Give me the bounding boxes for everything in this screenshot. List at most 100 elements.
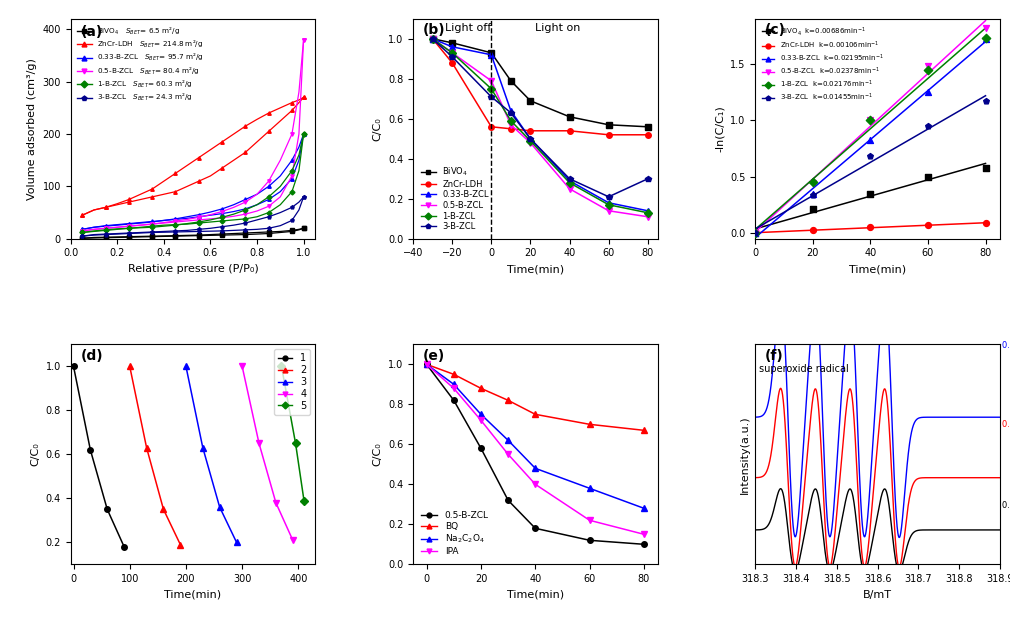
3 (230, 539, 242, 546)
X-axis label: Relative pressure (P/P₀): Relative pressure (P/P₀) (127, 264, 259, 274)
Line: 5: 5 (279, 364, 307, 503)
Point (805, 189, 821, 199)
5 (290, 440, 302, 447)
0.5-B-ZCL (420, 361, 432, 368)
Text: (c): (c) (766, 23, 786, 37)
Point (747, 228, 764, 238)
1-B-ZCL (603, 201, 615, 209)
0.5-B-ZCL (426, 35, 438, 43)
Text: 0.5-B-ZCL dark: 0.5-B-ZCL dark (1002, 501, 1010, 510)
Legend: BiVO$_4$  k=0.00686min$^{-1}$, ZnCr-LDH  k=0.00106min$^{-1}$, 0.33-B-ZCL  k=0.02: BiVO$_4$ k=0.00686min$^{-1}$, ZnCr-LDH k… (759, 23, 887, 105)
Line: 3: 3 (183, 364, 239, 545)
1 (118, 543, 130, 551)
0.33-B-ZCL (564, 177, 576, 184)
Na$_2$C$_2$O$_4$ (420, 361, 432, 368)
Point (920, 65, 936, 75)
BiVO$_4$ (426, 35, 438, 43)
Point (978, 33, 994, 43)
Y-axis label: C/C₀: C/C₀ (373, 117, 383, 140)
0.33-B-ZCL (426, 35, 438, 43)
0.5-B-ZCL (475, 445, 487, 452)
BQ (475, 384, 487, 392)
0.5-B-ZCL (641, 213, 653, 221)
Line: BiVO$_4$: BiVO$_4$ (430, 36, 650, 130)
0.5-B-ZCL (524, 139, 536, 147)
Line: 4: 4 (239, 364, 296, 543)
1-B-ZCL (524, 137, 536, 145)
IPA (638, 530, 650, 538)
1-B-ZCL (446, 49, 459, 56)
ZnCr-LDH (524, 127, 536, 135)
Point (747, 228, 764, 238)
BiVO$_4$ (446, 39, 459, 46)
Point (863, 151, 879, 161)
Line: BQ: BQ (424, 362, 646, 433)
Point (863, 223, 879, 233)
0.5-B-ZCL (638, 540, 650, 548)
Legend: 1, 2, 3, 4, 5: 1, 2, 3, 4, 5 (274, 349, 310, 415)
0.33-B-ZCL (505, 107, 517, 115)
IPA (584, 517, 596, 524)
0.5-B-ZCL (502, 497, 514, 504)
BQ (584, 421, 596, 428)
Text: (f): (f) (766, 349, 784, 363)
Point (978, 96, 994, 106)
1 (84, 446, 96, 454)
0.5-B-ZCL (603, 207, 615, 214)
BiVO$_4$ (603, 121, 615, 129)
Point (747, 228, 764, 238)
X-axis label: Time(min): Time(min) (165, 589, 221, 599)
4 (252, 440, 265, 447)
Legend: BiVO$_4$, ZnCr-LDH, 0.33-B-ZCL, 0.5-B-ZCL, 1-B-ZCL, 3-B-ZCL: BiVO$_4$, ZnCr-LDH, 0.33-B-ZCL, 0.5-B-ZC… (417, 162, 492, 234)
Na$_2$C$_2$O$_4$ (638, 505, 650, 512)
3 (213, 503, 225, 511)
1-B-ZCL (485, 85, 497, 93)
Text: (d): (d) (81, 349, 103, 363)
Text: 0.5-B-ZCL 10min: 0.5-B-ZCL 10min (1002, 340, 1010, 349)
Point (920, 61, 936, 71)
ZnCr-LDH (446, 59, 459, 66)
3-B-ZCL (641, 175, 653, 182)
Point (805, 179, 821, 189)
Line: 0.33-B-ZCL: 0.33-B-ZCL (430, 36, 650, 214)
ZnCr-LDH (603, 131, 615, 139)
1-B-ZCL (641, 209, 653, 216)
Line: 0.5-B-ZCL: 0.5-B-ZCL (430, 36, 650, 219)
BQ (638, 426, 650, 434)
0.5-B-ZCL (505, 121, 517, 129)
Line: ZnCr-LDH: ZnCr-LDH (430, 36, 650, 137)
Point (863, 115, 879, 125)
Point (978, 162, 994, 172)
Point (805, 190, 821, 200)
2 (158, 505, 170, 513)
Y-axis label: Volume adsorbed (cm³/g): Volume adsorbed (cm³/g) (27, 58, 37, 200)
0.33-B-ZCL (446, 43, 459, 51)
3-B-ZCL (426, 35, 438, 43)
ZnCr-LDH (564, 127, 576, 135)
BQ (420, 361, 432, 368)
Line: Na$_2$C$_2$O$_4$: Na$_2$C$_2$O$_4$ (424, 362, 646, 511)
BiVO$_4$ (505, 77, 517, 85)
ZnCr-LDH (426, 35, 438, 43)
BiVO$_4$ (524, 97, 536, 105)
Text: 0.5-B-ZCL 5min: 0.5-B-ZCL 5min (1002, 419, 1010, 429)
Point (863, 189, 879, 199)
3-B-ZCL (603, 193, 615, 201)
5 (276, 362, 288, 370)
0.5-B-ZCL (584, 537, 596, 544)
ZnCr-LDH (641, 131, 653, 139)
0.33-B-ZCL (603, 199, 615, 206)
2 (175, 540, 187, 548)
Legend: 0.5-B-ZCL, BQ, Na$_2$C$_2$O$_4$, IPA: 0.5-B-ZCL, BQ, Na$_2$C$_2$O$_4$, IPA (417, 508, 492, 560)
3 (197, 444, 209, 451)
Point (920, 87, 936, 97)
Point (747, 228, 764, 238)
4 (236, 362, 248, 370)
IPA (529, 480, 541, 488)
0.5-B-ZCL (529, 525, 541, 532)
Point (863, 115, 879, 125)
X-axis label: Time(min): Time(min) (507, 264, 564, 274)
Legend: BiVO$_4$   $S_{BET}$= 6.5 m²/g, ZnCr-LDH   $S_{BET}$= 214.8 m²/g, 0.33-B-ZCL   $: BiVO$_4$ $S_{BET}$= 6.5 m²/g, ZnCr-LDH $… (75, 23, 207, 106)
Point (920, 121, 936, 131)
Line: 0.5-B-ZCL: 0.5-B-ZCL (424, 362, 646, 547)
